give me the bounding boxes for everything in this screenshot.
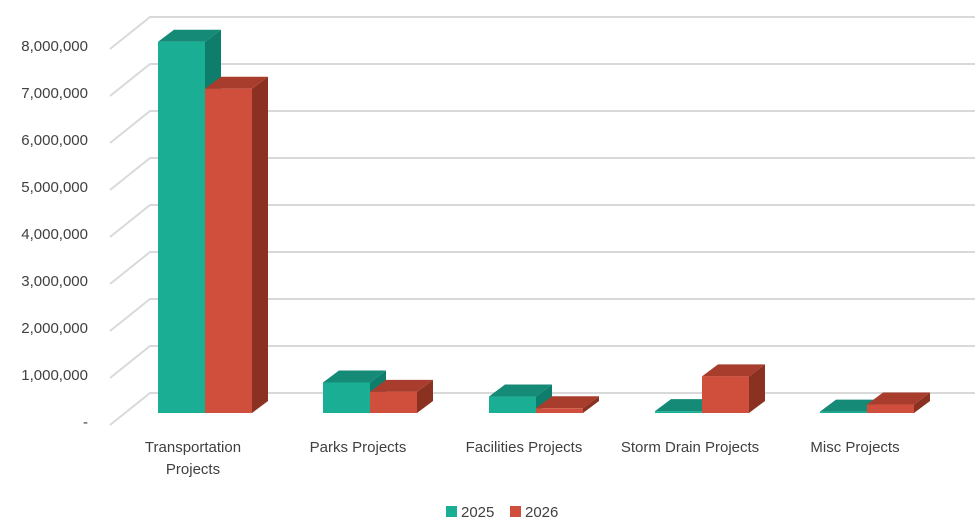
bar-top xyxy=(702,364,765,377)
gridline xyxy=(109,16,975,50)
x-category-label: Transportation Projects xyxy=(145,439,241,478)
legend-swatch xyxy=(446,506,457,517)
legend-label: 2026 xyxy=(525,504,558,521)
bar-2026-2 xyxy=(536,396,599,413)
bar-top xyxy=(489,384,552,397)
y-tick-label: 6,000,000 xyxy=(21,132,88,149)
gridline xyxy=(109,110,975,144)
bar-top xyxy=(867,392,930,405)
bar-top xyxy=(536,396,599,409)
bar-front xyxy=(205,88,252,413)
bars xyxy=(158,29,930,413)
bar-front xyxy=(536,408,583,413)
gridlines xyxy=(109,16,975,426)
x-axis-categories: Transportation Projects Parks Projects Faci… xyxy=(145,439,900,478)
x-category-label: Storm Drain Projects xyxy=(621,439,759,456)
gridline xyxy=(109,204,975,238)
bar-top xyxy=(158,29,221,42)
y-tick-label: 4,000,000 xyxy=(21,226,88,243)
legend-swatch xyxy=(510,506,521,517)
y-tick-label: 1,000,000 xyxy=(21,367,88,384)
bar-side xyxy=(583,396,599,413)
gridline xyxy=(109,345,975,379)
x-category-label: Facilities Projects xyxy=(466,439,583,456)
bar-2026-1 xyxy=(370,379,433,413)
gridline xyxy=(109,157,975,191)
gridline xyxy=(109,392,975,426)
bar-front xyxy=(867,404,914,413)
x-category-label: Parks Projects xyxy=(310,439,407,456)
bar-front xyxy=(370,391,417,413)
bar-side xyxy=(749,364,765,413)
gridline xyxy=(109,298,975,332)
bar-front xyxy=(323,382,370,413)
y-tick-label: 8,000,000 xyxy=(21,38,88,55)
bar-front xyxy=(158,41,205,413)
bar-2026-0 xyxy=(205,76,268,413)
gridline xyxy=(109,63,975,97)
bar-2026-4 xyxy=(867,392,930,413)
bar-top xyxy=(205,76,268,89)
bar-front xyxy=(655,411,702,413)
legend-label: 2025 xyxy=(461,504,494,521)
y-tick-label: 3,000,000 xyxy=(21,273,88,290)
y-tick-label: 2,000,000 xyxy=(21,320,88,337)
y-axis-ticks: - 1,000,000 2,000,000 3,000,000 4,000,000 5,0… xyxy=(21,38,88,431)
bar-side xyxy=(252,76,268,413)
y-tick-label: 7,000,000 xyxy=(21,85,88,102)
y-tick-label: 5,000,000 xyxy=(21,179,88,196)
y-tick-label: - xyxy=(83,414,88,431)
bar-front xyxy=(489,396,536,413)
bar-top xyxy=(323,370,386,383)
bar-front xyxy=(702,376,749,413)
bar-side xyxy=(914,392,930,413)
bar-2026-3 xyxy=(702,364,765,413)
bar-side xyxy=(417,379,433,413)
bar-top xyxy=(370,379,433,392)
legend: 2025 2026 xyxy=(446,504,558,521)
x-category-label: Misc Projects xyxy=(810,439,899,456)
gridline xyxy=(109,251,975,285)
bar-front xyxy=(820,411,867,413)
